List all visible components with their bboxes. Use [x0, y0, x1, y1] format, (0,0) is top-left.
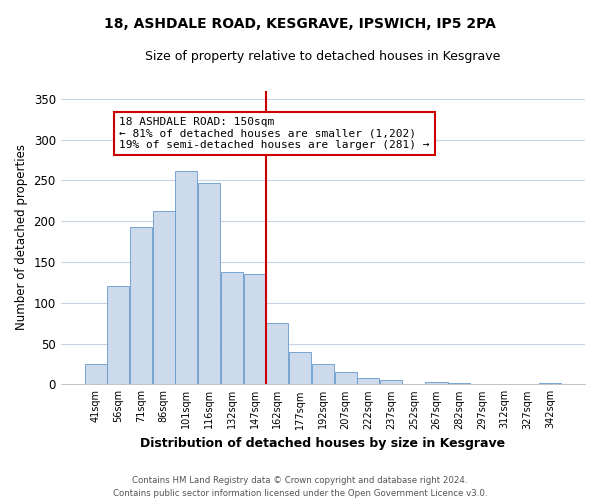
Bar: [175, 170, 197, 384]
Bar: [266, 323, 289, 384]
Bar: [130, 227, 152, 384]
Bar: [198, 183, 220, 384]
Bar: [335, 372, 356, 384]
Bar: [425, 382, 448, 384]
Bar: [244, 274, 266, 384]
Text: 18 ASHDALE ROAD: 150sqm
← 81% of detached houses are smaller (1,202)
19% of semi: 18 ASHDALE ROAD: 150sqm ← 81% of detache…: [119, 116, 430, 150]
Text: 18, ASHDALE ROAD, KESGRAVE, IPSWICH, IP5 2PA: 18, ASHDALE ROAD, KESGRAVE, IPSWICH, IP5…: [104, 18, 496, 32]
Bar: [152, 210, 175, 384]
Y-axis label: Number of detached properties: Number of detached properties: [15, 144, 28, 330]
Title: Size of property relative to detached houses in Kesgrave: Size of property relative to detached ho…: [145, 50, 500, 63]
Bar: [289, 352, 311, 384]
Bar: [85, 364, 107, 384]
Bar: [380, 380, 402, 384]
X-axis label: Distribution of detached houses by size in Kesgrave: Distribution of detached houses by size …: [140, 437, 505, 450]
Bar: [312, 364, 334, 384]
Bar: [357, 378, 379, 384]
Text: Contains HM Land Registry data © Crown copyright and database right 2024.
Contai: Contains HM Land Registry data © Crown c…: [113, 476, 487, 498]
Bar: [107, 286, 129, 384]
Bar: [221, 272, 243, 384]
